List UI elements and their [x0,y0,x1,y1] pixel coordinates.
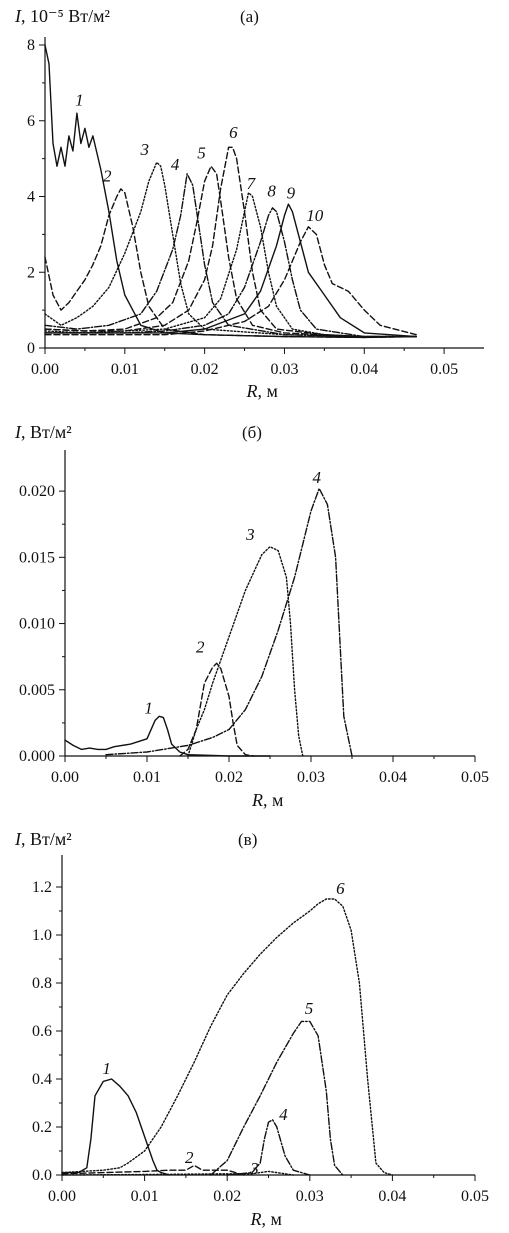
series-4-label: 4 [279,1105,288,1124]
series-6-line [44,146,417,338]
panel-label: (в) [238,830,257,849]
series-1-line [61,1078,171,1176]
x-tick-label: 0.00 [48,1188,76,1205]
series-2-label: 2 [185,1148,194,1167]
x-axis-label: R, м [251,790,283,810]
series-5-line [209,1020,344,1176]
series-5-label: 5 [305,999,314,1018]
x-tick-label: 0.04 [379,769,407,786]
series-1-label: 1 [75,91,84,110]
x-tick-label: 0.02 [215,769,243,786]
x-tick-label: 0.05 [430,361,458,378]
series-3-line [61,1170,294,1176]
series-6-label: 6 [229,123,238,142]
series-9-label: 9 [287,183,296,202]
x-tick-label: 0.01 [131,1188,159,1205]
series-7-line [44,191,417,338]
series-1-line [44,44,417,339]
x-tick-label: 0.04 [350,361,378,378]
x-tick-label: 0.02 [213,1188,241,1205]
x-tick-label: 0.03 [270,361,298,378]
series-9-line [44,203,417,338]
x-tick-label: 0.02 [191,361,219,378]
series-4-label: 4 [171,155,180,174]
y-tick-label: 2 [27,264,35,281]
y-tick-label: 0.0 [32,1167,52,1184]
series-8-line [44,207,417,338]
x-tick-label: 0.00 [51,769,79,786]
series-4-line [44,173,417,338]
x-tick-label: 0.03 [296,1188,324,1205]
x-tick-label: 0.05 [461,1188,489,1205]
y-axis-label: I, Вт/м² [14,422,72,442]
y-tick-label: 0 [27,340,35,357]
y-tick-label: 0.000 [19,748,55,765]
x-tick-label: 0.05 [461,769,489,786]
x-axis-label: R, м [246,381,278,401]
series-5-label: 5 [197,144,206,163]
chart-panel-3: 0.00 0.01 0.02 0.03 0.04 0.05 0.0 0.2 0.4 0.6 0.8 1… [14,829,489,1229]
x-axis-label: R, м [250,1209,282,1229]
y-tick-label: 8 [27,37,35,54]
series-2-label: 2 [196,638,205,657]
series-2-line [61,1164,245,1176]
y-tick-label: 0.020 [19,483,55,500]
y-tick-label: 0.010 [19,616,55,633]
series-3-label: 3 [140,140,150,159]
x-tick-label: 0.03 [297,769,325,786]
x-tick-label: 0.00 [31,361,59,378]
x-tick-label: 0.01 [133,769,161,786]
series-6-label: 6 [336,879,345,898]
chart-panel-2: 0.00 0.01 0.02 0.03 0.04 0.05 0.000 0.005 0.010 0… [14,422,489,810]
series-1-label: 1 [102,1059,111,1078]
y-tick-label: 0.2 [32,1119,52,1136]
series-10-label: 10 [306,206,324,225]
series-3-line [44,161,417,338]
series-3-line [187,546,304,757]
y-tick-label: 0.015 [19,549,55,566]
y-tick-label: 1.2 [32,879,52,896]
y-axis-label: I, 10⁻⁵ Вт/м² [14,6,110,26]
y-tick-label: 0.4 [32,1071,52,1088]
x-tick-label: 0.04 [378,1188,406,1205]
series-5-line [44,165,417,338]
chart-panel-1: 0.00 0.01 0.02 0.03 0.04 0.05 0 2 4 6 8 (а) I, 10⁻⁵ … [14,6,484,401]
y-tick-label: 0.6 [32,1023,52,1040]
series-4-line [226,1119,311,1176]
series-7-label: 7 [247,174,257,193]
x-tick-label: 0.01 [111,361,139,378]
y-tick-label: 6 [27,113,35,130]
series-10-line [44,226,417,336]
series-8-label: 8 [267,182,276,201]
series-3-label: 3 [245,525,255,544]
series-2-line [44,188,417,339]
y-tick-label: 0.8 [32,975,52,992]
series-4-line [105,487,353,757]
series-1-line [64,715,271,757]
panel-label: (а) [240,7,259,26]
series-2-line [179,662,255,757]
y-tick-label: 4 [27,189,35,206]
panel-label: (б) [242,423,262,442]
series-3-label: 3 [249,1159,259,1178]
y-axis-label: I, Вт/м² [14,829,72,849]
y-tick-label: 1.0 [32,927,52,944]
series-4-label: 4 [312,468,321,487]
series-2-label: 2 [103,166,112,185]
series-6-line [61,898,394,1176]
y-tick-label: 0.005 [19,682,55,699]
series-1-label: 1 [144,699,153,718]
